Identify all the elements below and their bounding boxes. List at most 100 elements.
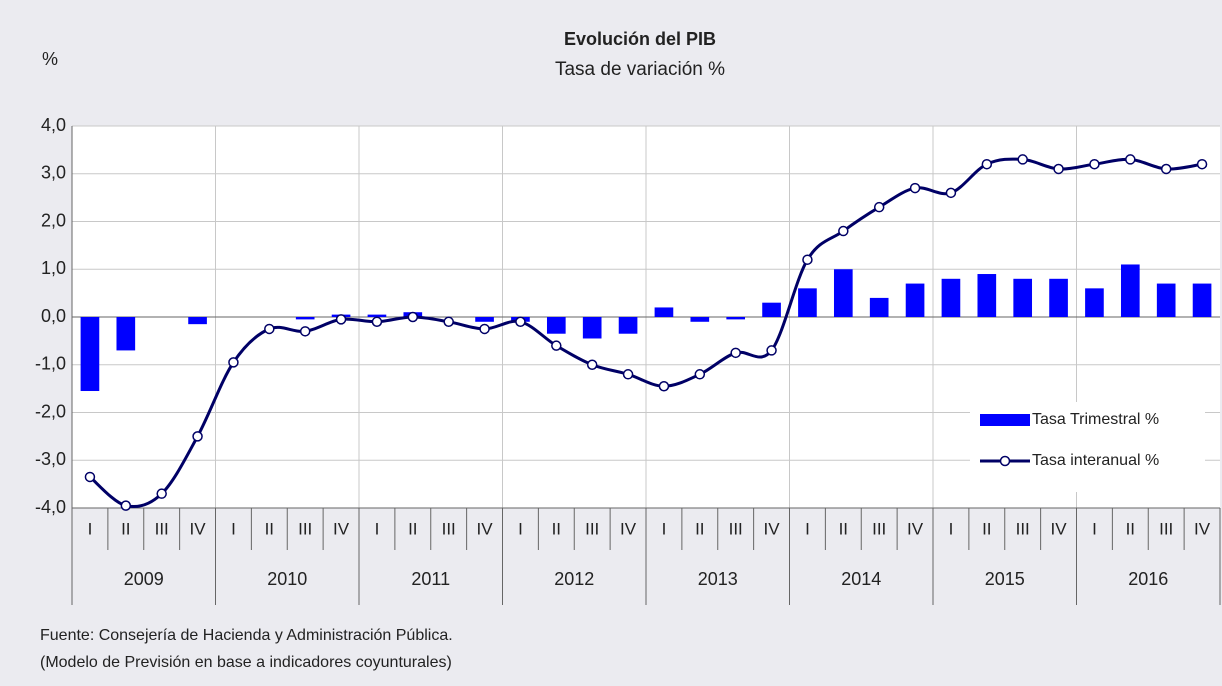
year-label: 2015 [985,569,1025,589]
y-tick-label: -4,0 [35,497,66,517]
year-label: 2016 [1128,569,1168,589]
line-marker [1125,154,1136,165]
source-text: (Modelo de Previsión en base a indicador… [40,654,452,671]
x-tick-label: III [585,519,599,538]
x-tick-label: III [298,519,312,538]
x-tick-label: IV [764,519,781,538]
y-tick-label: 2,0 [41,210,66,230]
line-marker [371,316,383,328]
line-marker [909,182,921,194]
year-label: 2009 [124,569,164,589]
bar [1049,278,1068,317]
line-marker [981,158,993,170]
bar [618,317,638,334]
bar [1192,283,1212,317]
legend-label: Tasa Trimestral % [1032,411,1159,428]
x-tick-label: IV [1194,519,1211,538]
y-tick-label: 1,0 [41,258,66,278]
x-tick-label: I [1092,519,1097,538]
year-label: 2013 [698,569,738,589]
bar [295,317,315,320]
x-tick-label: IV [333,519,350,538]
legend-label: Tasa interanual % [1032,452,1159,469]
bar [690,317,710,322]
y-axis-label: % [42,49,58,69]
line-marker [945,187,957,199]
line-marker [622,369,634,380]
year-label: 2014 [841,569,881,589]
line-marker [730,347,741,359]
x-tick-label: I [805,519,810,538]
x-tick-label: III [1159,519,1173,538]
legend-swatch [999,455,1011,467]
bar [116,317,136,351]
line-marker [551,340,562,351]
x-tick-label: III [1016,519,1030,538]
year-label: 2012 [554,569,594,589]
x-tick-label: IV [190,519,207,538]
x-tick-label: IV [477,519,494,538]
y-tick-label: -2,0 [35,401,66,421]
y-tick-label: 3,0 [41,163,66,183]
x-tick-label: I [375,519,380,538]
x-tick-label: I [662,519,667,538]
bar [905,283,925,317]
line-marker [264,323,275,335]
bar [475,317,494,322]
legend-swatch [980,414,1030,426]
line-marker [694,369,706,380]
x-tick-label: IV [907,519,924,538]
bar [798,288,817,317]
bar [1013,278,1033,317]
chart-subtitle: Tasa de variación % [555,59,725,80]
x-tick-label: II [982,519,991,538]
x-tick-label: II [695,519,704,538]
x-tick-label: III [155,519,169,538]
x-tick-label: I [518,519,523,538]
line-marker [838,225,849,237]
x-tick-label: II [552,519,561,538]
bar [833,269,853,317]
line-marker [443,316,454,328]
x-tick-label: II [408,519,417,538]
line-marker [192,431,203,442]
line-marker [873,201,885,213]
year-label: 2011 [411,569,450,589]
line-marker [1089,158,1100,170]
x-tick-label: II [121,519,130,538]
line-marker [658,380,670,392]
line-marker [228,357,239,368]
bar [869,297,889,317]
bar [1085,288,1104,317]
line-marker [802,254,813,265]
bar [582,317,602,339]
y-tick-label: 4,0 [41,115,66,135]
x-tick-label: I [88,519,93,538]
x-tick-label: II [839,519,848,538]
line-marker [1053,163,1064,175]
x-tick-label: II [265,519,274,538]
x-tick-label: II [1126,519,1135,538]
line-marker [766,345,777,356]
bar [546,317,566,334]
x-tick-label: IV [1051,519,1068,538]
bar [762,302,781,317]
bar [188,317,207,325]
bar [654,307,674,317]
line-marker [515,316,526,328]
line-marker [1160,163,1172,175]
line-marker [1196,158,1208,170]
bar [1156,283,1176,317]
source-text: Fuente: Consejería de Hacienda y Adminis… [40,627,453,644]
line-marker [299,326,311,337]
bar [367,314,387,317]
line-marker [335,314,347,325]
x-tick-label: III [442,519,456,538]
bar [1120,264,1140,317]
line-marker [120,500,132,511]
bar [941,278,961,317]
line-marker [586,359,598,370]
line-marker [84,471,96,483]
chart-title: Evolución del PIB [564,29,716,49]
line-marker [156,488,167,499]
